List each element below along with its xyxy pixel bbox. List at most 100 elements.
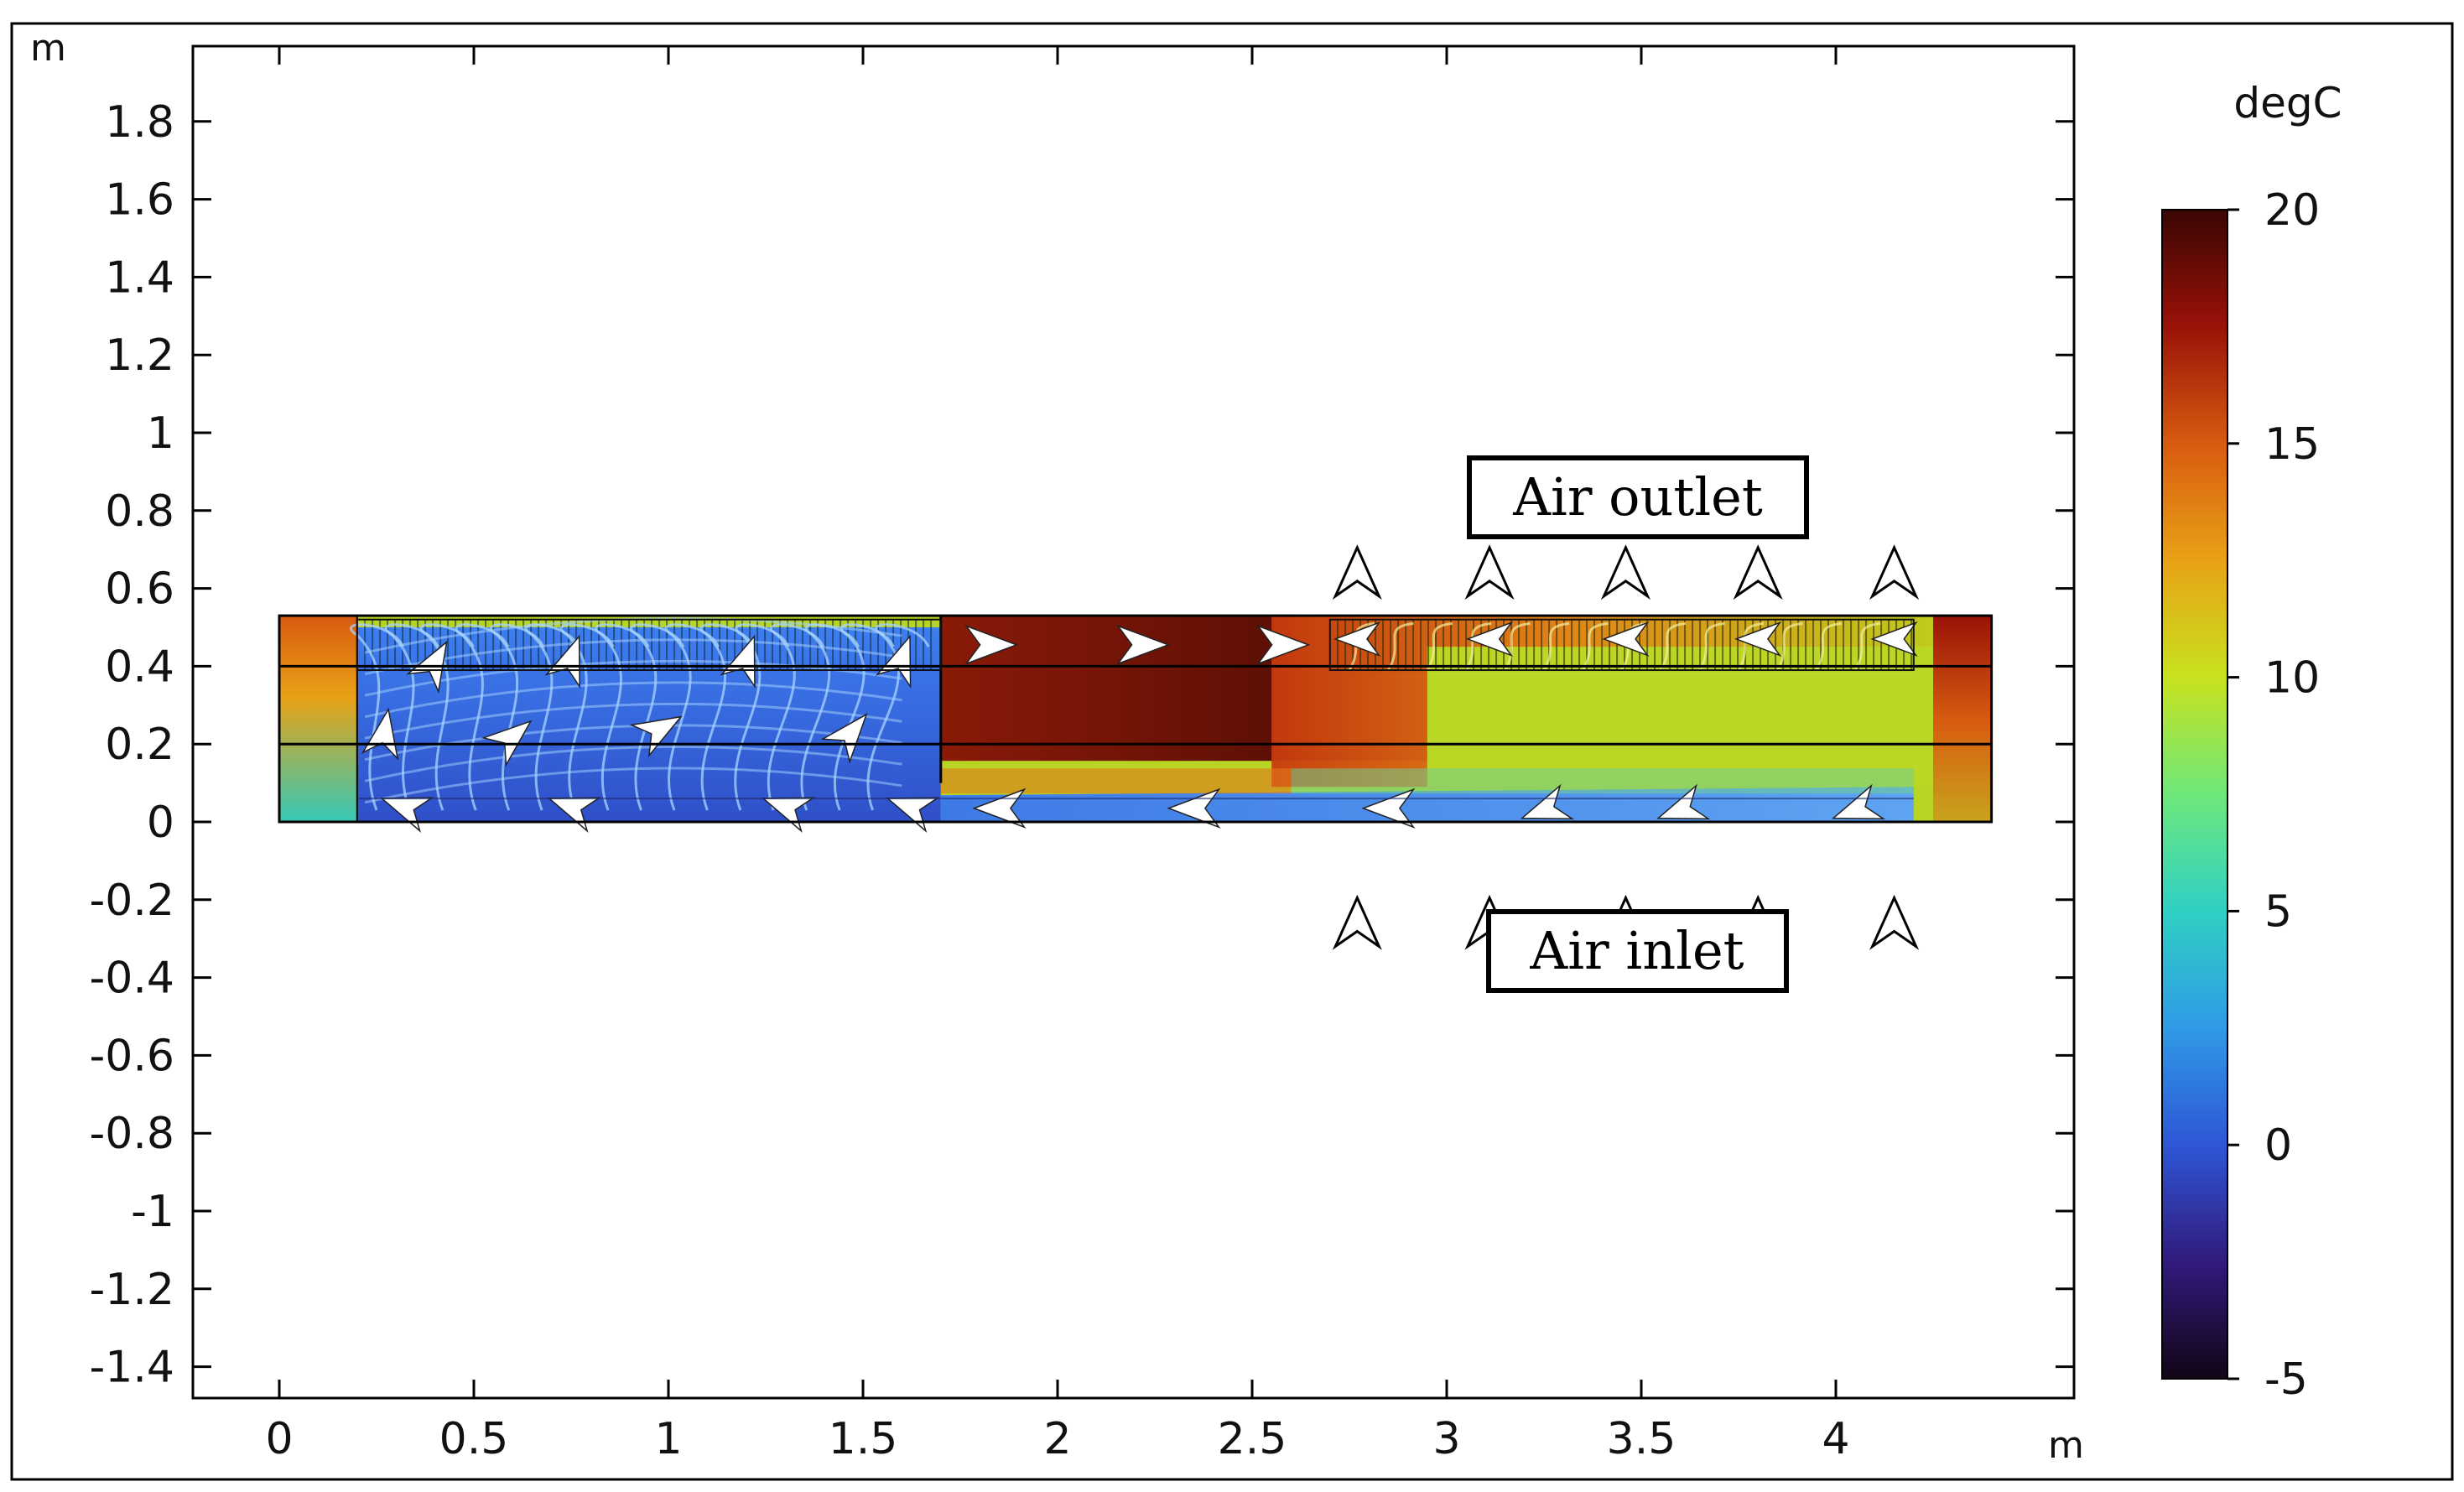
colorbar-tick-label: 20 — [2264, 185, 2320, 236]
x-tick-label: 0.5 — [439, 1414, 509, 1464]
y-tick-label: -1.2 — [90, 1265, 174, 1315]
left-edge-zone — [279, 616, 357, 822]
y-tick-label: -1 — [131, 1187, 174, 1237]
x-tick-label: 4 — [1822, 1414, 1849, 1464]
air-inlet-label: Air inlet — [1529, 920, 1744, 981]
domain-outline — [278, 614, 1994, 824]
outlet-arrow — [1869, 544, 1920, 600]
flow-arrow — [1870, 621, 1918, 658]
x-tick-label: 3.5 — [1607, 1414, 1676, 1464]
streamline — [664, 623, 720, 811]
y-tick-label: 0.4 — [105, 642, 174, 692]
streamline — [1815, 621, 1842, 671]
flow-arrow — [1656, 783, 1711, 820]
rack-slots-right — [1337, 619, 1913, 671]
x-tick-label: 2 — [1043, 1414, 1071, 1464]
colorbar-tick-label: 5 — [2264, 886, 2292, 937]
flow-arrow — [1734, 621, 1782, 658]
inlet-arrow — [1869, 894, 1920, 950]
streamline — [1776, 621, 1803, 671]
y-axis-unit: m — [30, 27, 66, 70]
streamline — [1582, 621, 1609, 671]
streamline — [455, 623, 510, 811]
streamline — [1426, 621, 1453, 671]
streamline — [1542, 621, 1570, 671]
y-tick-label: -0.2 — [90, 876, 174, 926]
flow-arrow — [1115, 624, 1171, 665]
y-tick-label: 0.2 — [105, 720, 174, 770]
temperature-field — [279, 616, 1992, 822]
colorbar-title: degC — [2233, 79, 2342, 127]
colorbar-tick-label: 10 — [2264, 653, 2320, 704]
streamline — [595, 623, 650, 811]
flow-arrow — [361, 707, 399, 761]
outlet-arrow — [1332, 544, 1382, 600]
right-edge-zone — [1933, 616, 1992, 822]
y-tick-label: 1.8 — [105, 97, 174, 148]
flow-arrow — [1256, 624, 1311, 665]
flow-arrow — [820, 713, 868, 764]
figure-frame — [10, 22, 2454, 1481]
y-tick-label: 0.8 — [105, 486, 174, 537]
x-tick-label: 2.5 — [1218, 1414, 1287, 1464]
rack-left — [356, 618, 942, 672]
colorbar-tick-label: 15 — [2264, 419, 2320, 470]
streamline — [1387, 621, 1414, 671]
x-axis: 0 0.5 1 1.5 2 2.5 3 3.5 4 — [265, 46, 1850, 1464]
streamline — [1504, 621, 1531, 671]
colorbar: degC 20 15 10 5 0 -5 — [2161, 79, 2342, 1405]
streamline — [364, 702, 902, 740]
y-tick-label: -0.6 — [90, 1031, 174, 1081]
streamline — [384, 623, 439, 811]
x-tick-label: 3 — [1432, 1414, 1460, 1464]
flow-arrow — [1602, 621, 1650, 658]
air-outlet-box — [1467, 455, 1809, 539]
y-tick-label: -0.4 — [90, 954, 174, 1004]
x-axis-unit: m — [2048, 1424, 2084, 1467]
streamline — [1853, 621, 1881, 671]
streamline — [364, 767, 902, 804]
streamline — [699, 623, 755, 811]
y-tick-label: -1.4 — [90, 1343, 174, 1393]
domain-boundaries — [278, 614, 1994, 824]
streamline — [524, 623, 580, 811]
streamline — [1698, 621, 1725, 671]
flow-arrow — [964, 624, 1019, 665]
streamline — [364, 745, 902, 782]
y-tick-label: -0.8 — [90, 1109, 174, 1159]
colorbar-gradient — [2161, 209, 2228, 1380]
x-tick-label: 1 — [654, 1414, 682, 1464]
callouts: Air outlet Air inlet — [1467, 455, 1809, 993]
outlet-arrow — [1600, 544, 1651, 600]
air-inlet-box — [1486, 909, 1789, 993]
colorbar-tick-label: 0 — [2264, 1120, 2292, 1171]
flow-arrow — [1465, 621, 1514, 658]
blend-zone — [940, 768, 1292, 794]
streamline — [364, 681, 902, 719]
y-tick-label: 1 — [147, 408, 174, 459]
outlet-arrow — [1733, 544, 1783, 600]
streamline — [1659, 621, 1687, 671]
y-tick-label: 0 — [147, 798, 174, 848]
y-tick-label: 1.2 — [105, 330, 174, 381]
outlet-arrow — [1464, 544, 1515, 600]
x-tick-label: 1.5 — [829, 1414, 898, 1464]
streamline — [767, 623, 825, 811]
y-tick-label: 1.6 — [105, 175, 174, 226]
colorbar-tick-label: -5 — [2264, 1354, 2308, 1405]
x-tick-label: 0 — [265, 1414, 293, 1464]
y-axis: 1.8 1.6 1.4 1.2 1 0.8 0.6 0.4 0.2 0 -0.2 -0.4 -0.6 -0… — [90, 97, 2074, 1393]
colorbar-ticks: 20 15 10 5 0 -5 — [2227, 185, 2320, 1405]
flow-arrow — [1831, 783, 1886, 820]
flow-arrow — [629, 715, 683, 758]
inlet-arrow — [1332, 894, 1382, 950]
y-tick-label: 0.6 — [105, 564, 174, 615]
y-tick-label: 1.4 — [105, 252, 174, 303]
flow-arrow — [1333, 621, 1381, 658]
streamline — [629, 623, 685, 811]
flow-arrow — [1520, 783, 1575, 820]
blend-zone-right — [1291, 768, 1914, 794]
air-outlet-label: Air outlet — [1512, 466, 1763, 528]
rack-right — [1328, 618, 1915, 672]
